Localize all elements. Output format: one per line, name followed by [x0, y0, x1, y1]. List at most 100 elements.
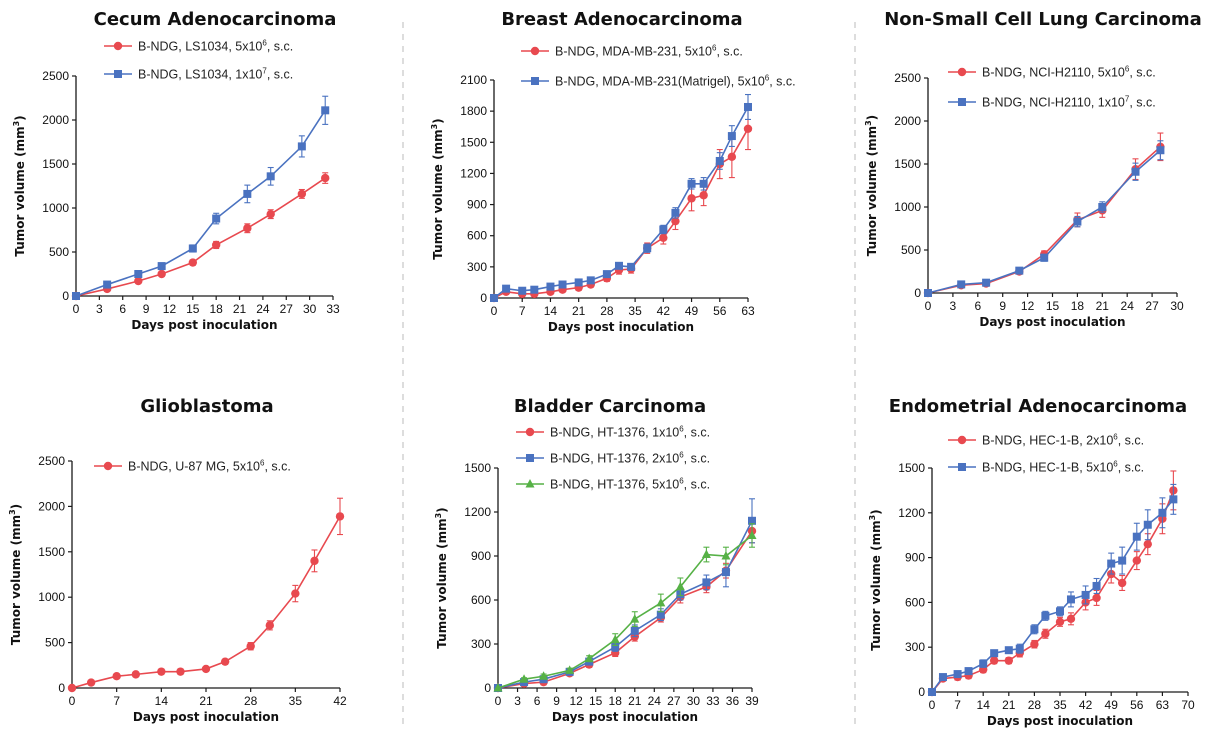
data-point [656, 597, 666, 607]
x-tick-label: 56 [1130, 698, 1144, 712]
data-point [1041, 629, 1050, 638]
data-point [72, 292, 80, 300]
data-point [519, 674, 529, 683]
data-point [1030, 640, 1039, 649]
data-point [291, 589, 300, 598]
x-tick-label: 35 [628, 304, 642, 318]
y-axis-title: Tumor volume (mm3) [868, 509, 883, 650]
legend-label: B-NDG, HT-1376, 5x106, s.c. [550, 477, 710, 492]
data-point [953, 670, 962, 679]
y-axis-title: Tumor volume (mm3) [430, 118, 445, 259]
x-tick-label: 14 [977, 698, 991, 712]
data-point [990, 649, 999, 658]
series-1 [923, 132, 1165, 298]
y-tick-label: 500 [901, 243, 921, 257]
data-point [1066, 614, 1076, 624]
y-tick-label: 1800 [460, 104, 487, 118]
series-line [75, 177, 326, 297]
y-tick-label: 0 [58, 681, 65, 695]
data-point [1092, 593, 1101, 603]
x-tick-label: 7 [519, 304, 526, 318]
data-point [1073, 217, 1082, 226]
legend-entry: B-NDG, HEC-1-B, 5x106, s.c. [948, 460, 1144, 475]
series-2 [928, 483, 1178, 696]
x-tick-label: 28 [600, 304, 614, 318]
x-tick-label: 9 [143, 302, 150, 316]
x-tick-label: 28 [1028, 698, 1042, 712]
legend-entry: B-NDG, NCI-H2110, 1x107, s.c. [948, 95, 1156, 110]
data-point [687, 194, 696, 203]
legend-marker [958, 463, 966, 471]
x-tick-label: 9 [553, 694, 560, 708]
data-point [188, 258, 198, 267]
data-point [112, 671, 121, 681]
series-line [71, 515, 341, 689]
data-point [1158, 508, 1167, 517]
data-point [297, 142, 306, 151]
x-tick-label: 39 [745, 694, 759, 708]
y-tick-label: 2500 [38, 454, 65, 468]
y-tick-label: 900 [471, 549, 491, 563]
x-tick-label: 21 [1002, 698, 1016, 712]
x-tick-label: 21 [628, 694, 642, 708]
data-point [1081, 590, 1090, 599]
legend-label: B-NDG, HEC-1-B, 5x106, s.c. [982, 460, 1144, 475]
data-point [103, 280, 112, 289]
x-tick-label: 6 [534, 694, 541, 708]
x-tick-label: 7 [954, 698, 961, 712]
x-tick-label: 3 [950, 299, 957, 313]
data-point [671, 208, 680, 217]
data-point [1132, 532, 1141, 541]
data-point [1004, 656, 1013, 665]
y-tick-label: 300 [905, 640, 925, 654]
data-point [518, 286, 527, 295]
x-tick-label: 21 [1096, 299, 1110, 313]
legend-label: B-NDG, HEC-1-B, 2x106, s.c. [982, 433, 1144, 448]
data-point [574, 278, 583, 287]
x-tick-label: 12 [163, 302, 177, 316]
chart-title: Bladder Carcinoma [514, 396, 706, 417]
y-tick-label: 1500 [460, 135, 487, 149]
data-point [176, 667, 185, 676]
data-point [134, 270, 143, 278]
chart-4: Glioblastoma 0 500 1000 1500 2000 2500 0 7 14 21 28… [8, 396, 347, 724]
series-2 [490, 93, 752, 302]
data-point [243, 189, 252, 198]
legend-entry: B-NDG, HT-1376, 1x106, s.c. [516, 425, 710, 440]
legend-entry: B-NDG, U-87 MG, 5x106, s.c. [94, 459, 291, 474]
x-tick-label: 6 [119, 302, 126, 316]
x-tick-label: 3 [96, 302, 103, 316]
y-tick-label: 1500 [894, 157, 921, 171]
x-tick-label: 27 [667, 694, 681, 708]
legend-entry: B-NDG, LS1034, 5x106, s.c. [104, 39, 293, 54]
y-tick-label: 0 [480, 291, 487, 305]
y-tick-label: 1500 [898, 461, 925, 475]
data-point [490, 294, 498, 302]
data-point [188, 244, 197, 253]
x-tick-label: 0 [929, 698, 936, 712]
series-line [497, 520, 753, 689]
x-tick-label: 15 [186, 302, 200, 316]
x-tick-label: 21 [199, 694, 213, 708]
legend-entry: B-NDG, NCI-H2110, 5x106, s.c. [948, 65, 1156, 80]
chart-2: Breast Adenocarcinoma 0 300 600 900 1200 1500 1… [430, 9, 796, 334]
x-tick-label: 63 [741, 304, 755, 318]
legend-marker [957, 435, 967, 445]
y-axis-title: Tumor volume (mm3) [12, 115, 27, 256]
x-tick-label: 56 [713, 304, 727, 318]
series-line [927, 149, 1161, 294]
legend-label: B-NDG, LS1034, 5x106, s.c. [138, 39, 293, 54]
data-point [1107, 559, 1116, 568]
data-point [721, 568, 730, 577]
data-point [979, 659, 988, 668]
legend-entry: B-NDG, HT-1376, 5x106, s.c. [516, 477, 710, 492]
data-point [656, 610, 665, 619]
data-point [310, 556, 319, 566]
series-line [927, 146, 1161, 294]
y-tick-label: 600 [467, 229, 487, 243]
y-tick-label: 0 [914, 286, 921, 300]
data-point [1131, 167, 1140, 176]
data-point [134, 276, 143, 286]
data-point [602, 270, 611, 279]
legend-label: B-NDG, LS1034, 1x107, s.c. [138, 67, 293, 82]
